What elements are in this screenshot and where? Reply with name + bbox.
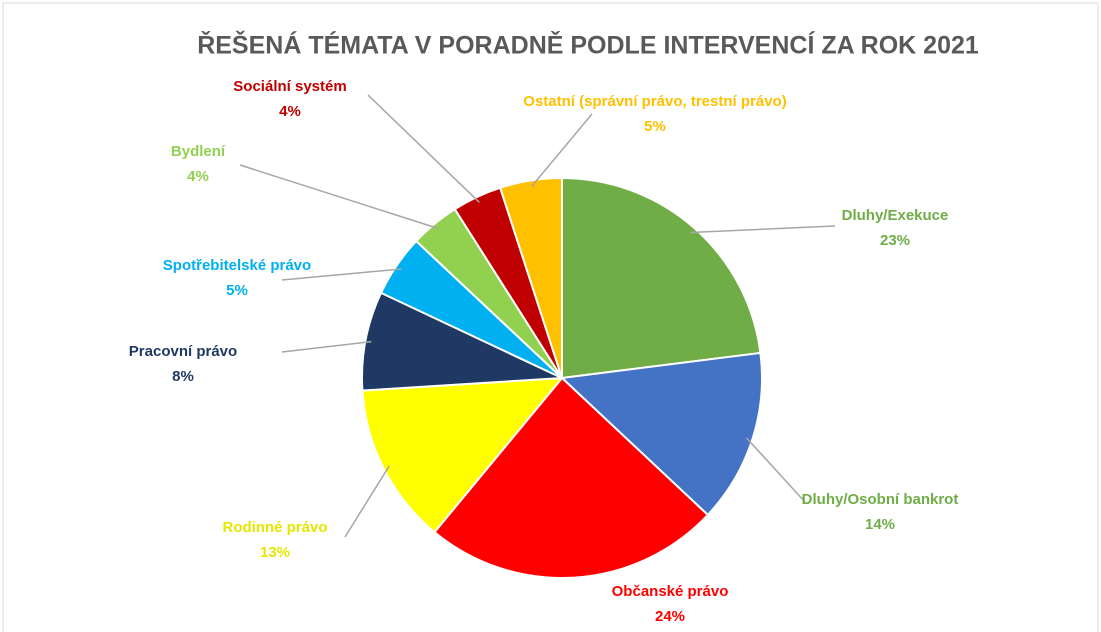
pie-slice [559, 351, 763, 517]
slice-label: Dluhy/Osobní bankrot [802, 491, 959, 508]
slice-value-label: 5% [644, 118, 666, 135]
slice-label: Rodinné právo [222, 519, 327, 536]
pie-slice [498, 176, 563, 379]
slice-value-label: 8% [172, 368, 194, 385]
leader-line [531, 113, 593, 187]
slice-value-label: 4% [187, 168, 209, 185]
pie-slice [361, 376, 565, 534]
slice-value-label: 13% [260, 544, 290, 561]
slice-label: Spotřebitelské právo [163, 257, 311, 274]
slice-label: Občanské právo [612, 583, 729, 600]
slice-label: Dluhy/Exekuce [842, 207, 949, 224]
leader-line [281, 268, 402, 281]
pie-slice [361, 291, 563, 392]
leader-line [690, 225, 836, 234]
leader-line [367, 94, 480, 204]
pie-slice [561, 176, 762, 380]
slice-label: Sociální systém [233, 78, 346, 95]
slice-label: Ostatní (správní právo, trestní právo) [523, 93, 786, 110]
pie-slice [433, 376, 710, 579]
leader-line [344, 465, 390, 538]
slice-value-label: 5% [226, 282, 248, 299]
slice-value-label: 4% [279, 103, 301, 120]
leader-line [239, 164, 439, 230]
chart-title: ŘEŠENÁ TÉMATA V PORADNĚ PODLE INTERVENCÍ… [197, 30, 979, 60]
leader-line [281, 340, 372, 353]
slice-label: Pracovní právo [129, 343, 237, 360]
leader-line [745, 437, 806, 503]
slice-value-label: 14% [865, 516, 895, 533]
slice-value-label: 24% [655, 608, 685, 625]
slice-label: Bydlení [171, 143, 226, 160]
slice-value-label: 23% [880, 232, 910, 249]
